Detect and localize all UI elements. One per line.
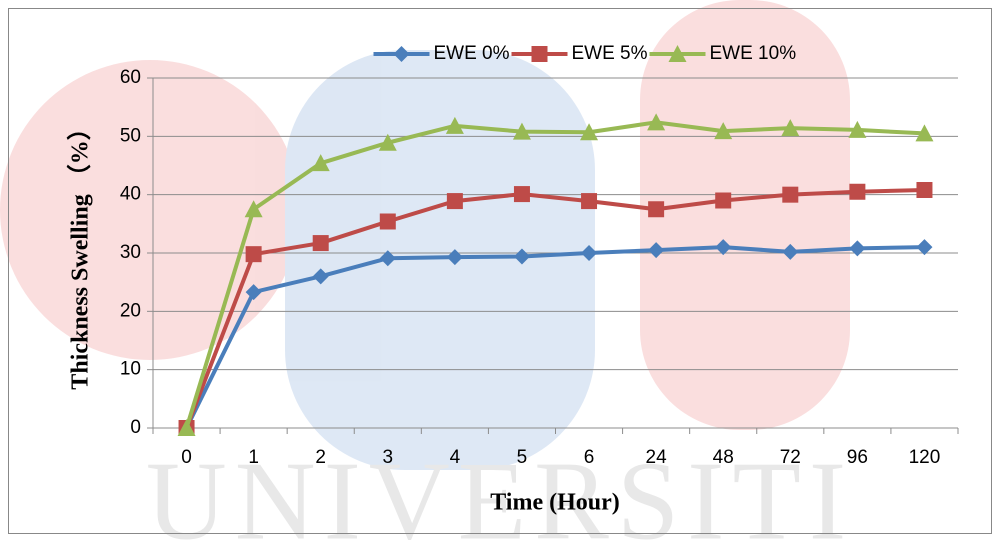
watermark-shape <box>285 50 595 470</box>
legend-label: EWE 5% <box>572 43 648 64</box>
marker <box>447 193 463 209</box>
marker <box>380 214 396 230</box>
x-tick-label: 6 <box>584 447 595 468</box>
y-axis-title: Thickness Swelling （%） <box>67 116 94 389</box>
legend-label: EWE 0% <box>434 43 510 64</box>
y-tick-label: 40 <box>120 184 141 205</box>
y-tick-label: 10 <box>120 359 141 380</box>
x-tick-label: 72 <box>780 447 801 468</box>
marker <box>916 182 932 198</box>
x-tick-label: 1 <box>248 447 259 468</box>
marker <box>514 186 530 202</box>
x-tick-label: 48 <box>713 447 734 468</box>
y-tick-label: 30 <box>120 242 141 263</box>
y-tick-label: 60 <box>120 67 141 88</box>
x-tick-label: 2 <box>315 447 326 468</box>
watermark-shape <box>640 0 850 430</box>
y-tick-label: 50 <box>120 125 141 146</box>
marker <box>849 184 865 200</box>
x-tick-label: 96 <box>847 447 868 468</box>
marker <box>715 193 731 209</box>
x-tick-label: 4 <box>450 447 461 468</box>
marker <box>246 246 262 262</box>
marker <box>581 193 597 209</box>
legend-marker <box>532 46 548 62</box>
y-tick-label: 20 <box>120 300 141 321</box>
x-tick-label: 120 <box>909 447 941 468</box>
x-tick-label: 24 <box>646 447 668 468</box>
marker <box>648 201 664 217</box>
x-axis-title: Time (Hour) <box>490 490 620 516</box>
y-tick-label: 0 <box>130 417 141 438</box>
x-tick-label: 3 <box>383 447 394 468</box>
marker <box>313 235 329 251</box>
x-tick-label: 0 <box>181 447 192 468</box>
chart: UNIVERSITI Time (Hour) Thickness Swellin… <box>0 0 1000 542</box>
x-tick-label: 5 <box>517 447 528 468</box>
legend-label: EWE 10% <box>710 43 797 64</box>
marker <box>782 187 798 203</box>
